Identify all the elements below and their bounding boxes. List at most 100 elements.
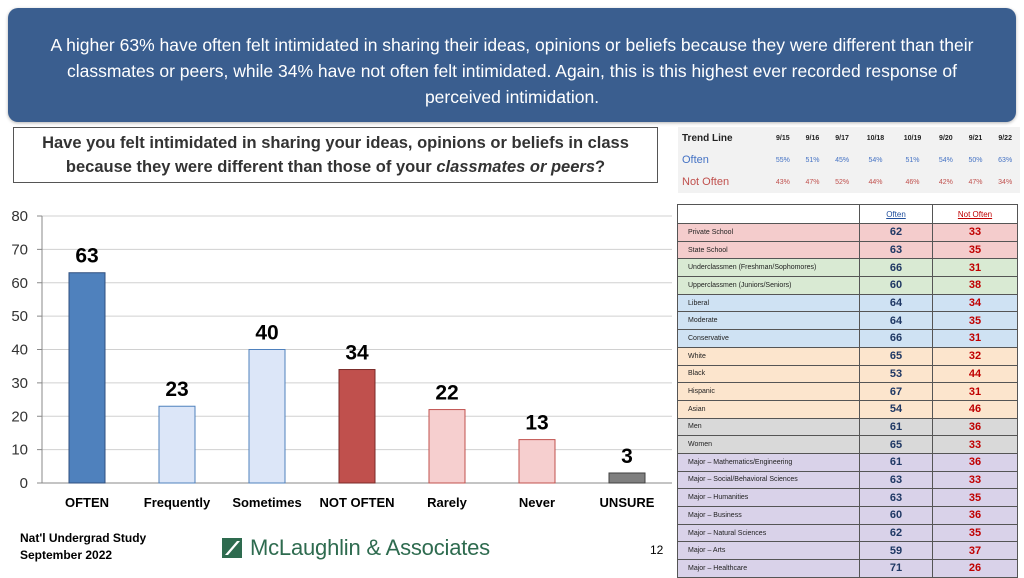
demographic-notoften-value: 33 — [932, 470, 1018, 490]
trend-cell: 34% — [998, 178, 1013, 186]
demographic-often-value: 63 — [859, 488, 933, 507]
demographic-notoften-value: 33 — [932, 223, 1018, 242]
trend-cell: 54% — [868, 156, 883, 164]
demographic-label: Major – Natural Sciences — [677, 523, 860, 543]
data-label: 63 — [75, 245, 98, 268]
demographic-header-notoften: Not Often — [932, 204, 1018, 224]
bar-chart: 0 10 20 30 40 50 60 70 80 63 OFTEN 23 Frequently 40 So… — [11, 208, 672, 510]
category-label: Never — [519, 495, 555, 510]
category-label: OFTEN — [65, 495, 109, 510]
demographic-notoften-value: 35 — [932, 240, 1018, 260]
trend-cell: 55% — [775, 156, 790, 164]
y-tick-label: 20 — [11, 408, 28, 425]
demographic-label: Underclassmen (Freshman/Sophomores) — [677, 258, 860, 278]
trend-cell: 46% — [905, 178, 920, 186]
demographic-row: Black 53 44 — [677, 364, 1018, 384]
bar — [428, 409, 466, 484]
trend-cell: 43% — [775, 178, 790, 186]
demographic-notoften-value: 35 — [932, 311, 1018, 331]
demographic-often-value: 61 — [859, 417, 933, 437]
demographic-notoften-value: 37 — [932, 541, 1018, 561]
trend-cell: 44% — [868, 178, 883, 186]
demographic-often-value: 66 — [859, 329, 933, 348]
demographic-label: Liberal — [677, 293, 860, 313]
headline-banner: A higher 63% have often felt intimidated… — [8, 8, 1016, 122]
demographic-header-often: Often — [859, 204, 933, 224]
demographic-row: Major – Healthcare 71 26 — [677, 559, 1018, 578]
demographic-row: Major – Social/Behavioral Sciences 63 33 — [677, 470, 1018, 490]
demographic-row: Private School 62 33 — [677, 223, 1018, 242]
trend-table: Trend Line 9/15 9/16 9/17 10/18 10/19 9/20 9/2… — [678, 127, 1020, 193]
demographic-row: State School 63 35 — [677, 240, 1018, 260]
demographic-row: Major – Humanities 63 35 — [677, 488, 1018, 507]
data-label: 23 — [165, 378, 188, 401]
demographic-header-blank — [677, 204, 860, 224]
demographic-notoften-value: 26 — [932, 559, 1018, 578]
demographic-row: Moderate 64 35 — [677, 311, 1018, 331]
trend-cell: 47% — [805, 178, 820, 186]
demographic-row: Conservative 66 31 — [677, 329, 1018, 348]
demographic-header-row: Often Not Often — [677, 204, 1018, 224]
trend-cell: 42% — [938, 178, 953, 186]
trend-cell: 52% — [835, 178, 850, 186]
source-line-1: Nat'l Undergrad Study — [20, 531, 147, 545]
category-label: Frequently — [144, 495, 211, 510]
trend-cell: 10/19 — [903, 134, 922, 142]
demographic-notoften-value: 36 — [932, 506, 1018, 525]
question-text: Have you felt intimidated in sharing you… — [20, 131, 651, 179]
demographic-notoften-value: 31 — [932, 382, 1018, 401]
page-number: 12 — [650, 543, 664, 557]
data-label: 34 — [345, 342, 369, 365]
demographic-often-value: 66 — [859, 258, 933, 278]
trend-cell: 9/21 — [968, 134, 983, 142]
demographic-often-value: 71 — [859, 559, 933, 578]
trend-cell: 9/15 — [776, 134, 790, 142]
category-label: Rarely — [427, 495, 468, 510]
bar — [608, 472, 646, 484]
trend-cell: 45% — [835, 156, 850, 164]
demographic-label: White — [677, 346, 860, 366]
demographic-often-value: 60 — [859, 506, 933, 525]
demographic-row: Major – Mathematics/Engineering 61 36 — [677, 452, 1018, 472]
demographic-notoften-value: 46 — [932, 399, 1018, 419]
trend-often-row: Often 55% 51% 45% 54% 51% 54% 50% 63% — [678, 149, 1020, 171]
y-tick-label: 10 — [11, 442, 28, 459]
demographic-often-value: 65 — [859, 435, 933, 454]
demographic-notoften-value: 32 — [932, 346, 1018, 366]
demographic-often-value: 63 — [859, 240, 933, 260]
demographic-often-value: 60 — [859, 276, 933, 295]
demographic-row: White 65 32 — [677, 346, 1018, 366]
trend-cell: 9/22 — [998, 134, 1012, 142]
demographic-label: State School — [677, 240, 860, 260]
company-logo: McLaughlin & Associates — [222, 535, 490, 561]
demographic-often-value: 64 — [859, 311, 933, 331]
category-label: UNSURE — [600, 495, 655, 510]
demographic-notoften-value: 33 — [932, 435, 1018, 454]
demographic-notoften-value: 35 — [932, 523, 1018, 543]
demographic-row: Asian 54 46 — [677, 399, 1018, 419]
bar — [158, 405, 196, 484]
demographic-row: Men 61 36 — [677, 417, 1018, 437]
trend-cell: 9/17 — [835, 134, 849, 142]
trend-notoften-label: Not Often — [682, 176, 730, 188]
trend-cell: 54% — [938, 156, 953, 164]
category-label: Sometimes — [232, 495, 301, 510]
trend-header-label: Trend Line — [682, 132, 733, 144]
trend-often-label: Often — [682, 154, 709, 166]
demographic-row: Women 65 33 — [677, 435, 1018, 454]
trend-notoften-row: Not Often 43% 47% 52% 44% 46% 42% 47% 34% — [678, 171, 1020, 193]
y-tick-label: 40 — [11, 342, 28, 359]
trend-cell: 9/20 — [939, 134, 953, 142]
trend-cell: 10/18 — [866, 134, 885, 142]
bar — [68, 272, 106, 484]
trend-cell: 9/16 — [805, 134, 820, 142]
category-label: NOT OFTEN — [319, 495, 394, 510]
demographic-row: Underclassmen (Freshman/Sophomores) 66 31 — [677, 258, 1018, 278]
demographic-label: Asian — [677, 399, 860, 419]
demographic-often-value: 62 — [859, 223, 933, 242]
demographic-often-value: 64 — [859, 293, 933, 313]
question-box: Have you felt intimidated in sharing you… — [13, 127, 658, 183]
demographic-often-value: 67 — [859, 382, 933, 401]
headline-text: A higher 63% have often felt intimidated… — [50, 35, 974, 107]
data-label: 13 — [525, 412, 548, 435]
